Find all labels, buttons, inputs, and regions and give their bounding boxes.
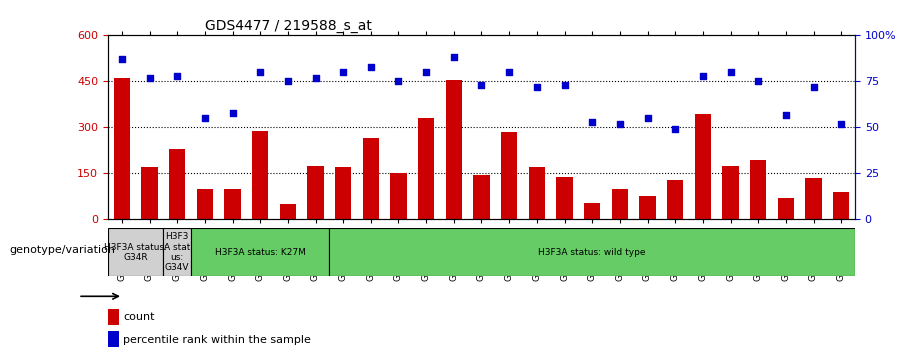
Point <box>253 69 267 75</box>
Point <box>392 79 406 84</box>
FancyBboxPatch shape <box>191 228 329 276</box>
Point <box>529 84 544 90</box>
Point <box>446 55 461 60</box>
Text: H3F3A status: K27M: H3F3A status: K27M <box>215 248 306 257</box>
FancyBboxPatch shape <box>108 228 163 276</box>
Text: H3F3A status: wild type: H3F3A status: wild type <box>538 248 646 257</box>
Bar <box>252 131 268 219</box>
Text: H3F3A status:
G34R: H3F3A status: G34R <box>104 242 167 262</box>
Text: percentile rank within the sample: percentile rank within the sample <box>123 335 310 345</box>
Bar <box>113 78 130 219</box>
Bar <box>667 179 683 219</box>
Point <box>502 69 517 75</box>
Point <box>585 119 599 125</box>
Bar <box>391 173 407 219</box>
Point <box>696 73 710 79</box>
Bar <box>611 189 628 219</box>
Bar <box>528 167 545 219</box>
Bar <box>418 118 435 219</box>
Point <box>364 64 378 69</box>
Bar <box>280 204 296 219</box>
Bar <box>446 80 462 219</box>
Bar <box>108 331 119 347</box>
Point <box>834 121 849 127</box>
Bar <box>639 196 656 219</box>
Text: genotype/variation: genotype/variation <box>9 245 115 255</box>
Bar <box>722 166 739 219</box>
Point <box>170 73 184 79</box>
Point <box>309 75 323 81</box>
Point <box>114 57 129 62</box>
Bar <box>141 167 158 219</box>
Bar <box>501 132 518 219</box>
Bar <box>778 198 794 219</box>
FancyBboxPatch shape <box>163 228 191 276</box>
Point <box>557 82 572 88</box>
Bar <box>695 114 711 219</box>
Point <box>724 69 738 75</box>
Bar <box>224 189 241 219</box>
Point <box>336 69 350 75</box>
Bar <box>108 309 119 325</box>
Point <box>640 115 654 121</box>
Text: H3F3
A stat
us:
G34V: H3F3 A stat us: G34V <box>164 232 191 272</box>
Bar <box>307 166 324 219</box>
Point <box>419 69 434 75</box>
Bar <box>335 167 352 219</box>
Text: GDS4477 / 219588_s_at: GDS4477 / 219588_s_at <box>205 19 372 33</box>
Bar <box>806 178 822 219</box>
Point <box>225 110 239 115</box>
FancyBboxPatch shape <box>329 228 855 276</box>
Bar <box>473 175 490 219</box>
Bar <box>196 189 213 219</box>
Point <box>778 112 793 118</box>
Point <box>198 115 212 121</box>
Point <box>281 79 295 84</box>
Point <box>806 84 821 90</box>
Point <box>751 79 765 84</box>
Point <box>474 82 489 88</box>
Bar <box>556 177 572 219</box>
Bar <box>169 149 185 219</box>
Bar <box>750 160 767 219</box>
Point <box>668 126 682 132</box>
Bar <box>832 192 850 219</box>
Bar <box>363 138 379 219</box>
Bar <box>584 202 600 219</box>
Text: count: count <box>123 312 155 322</box>
Point <box>142 75 157 81</box>
Point <box>613 121 627 127</box>
